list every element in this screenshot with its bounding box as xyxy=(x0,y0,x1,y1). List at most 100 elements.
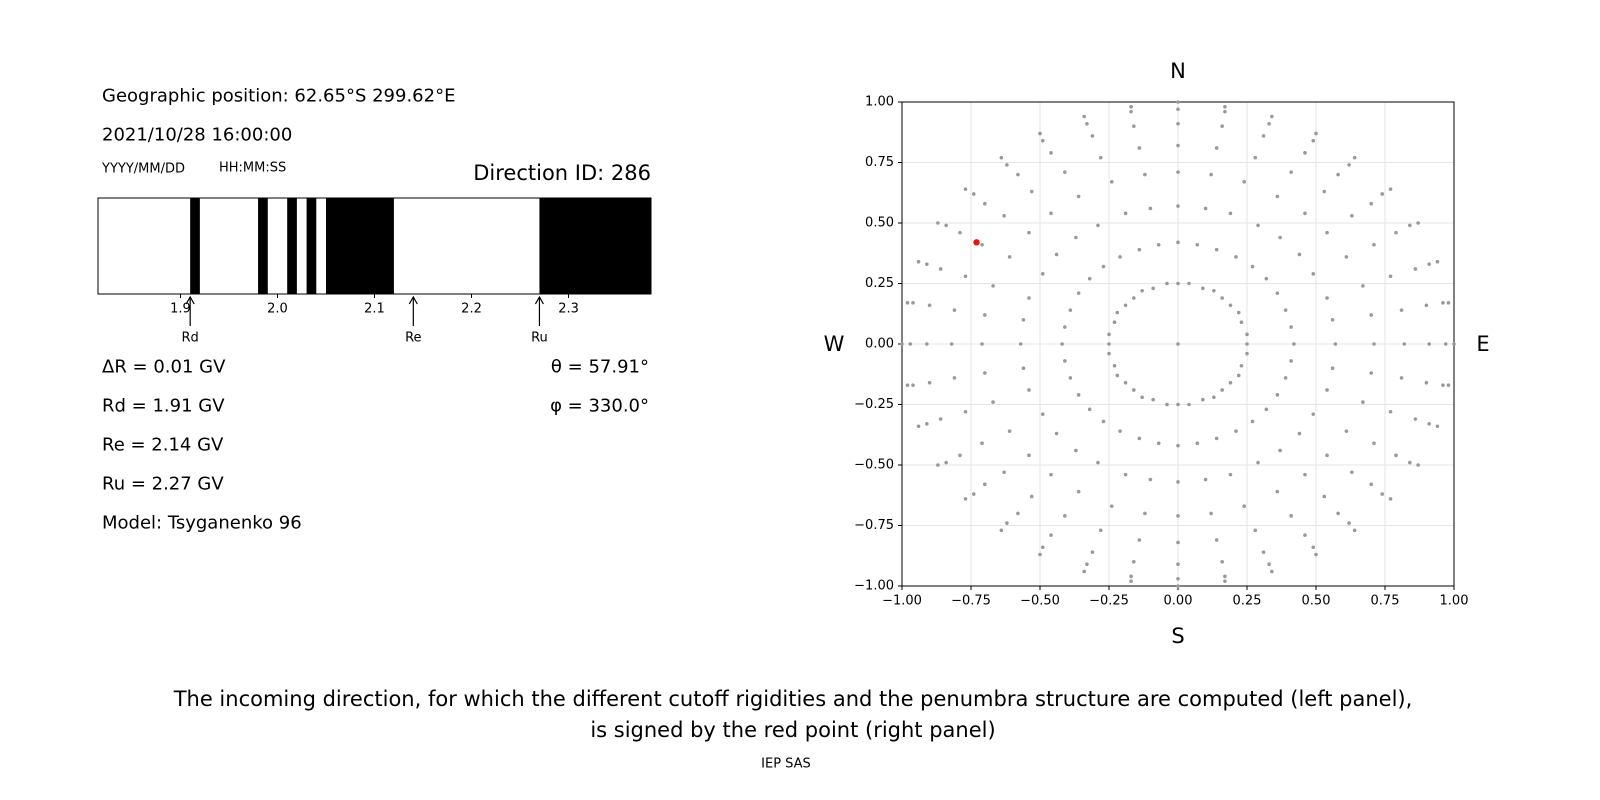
direction-point xyxy=(1289,170,1293,174)
direction-point xyxy=(1195,242,1200,247)
direction-point xyxy=(1220,560,1224,564)
direction-point xyxy=(1123,211,1128,216)
parameter: Ru = 2.27 GV xyxy=(102,474,224,495)
direction-point xyxy=(1060,342,1064,346)
direction-point xyxy=(1311,272,1316,276)
direction-point xyxy=(911,383,915,387)
direction-point xyxy=(936,463,940,467)
direction-point xyxy=(952,376,957,380)
direction-point xyxy=(1029,189,1034,194)
direction-point xyxy=(1140,395,1144,400)
direction-point xyxy=(1090,134,1095,138)
direction-point xyxy=(1027,453,1031,458)
direction-point xyxy=(952,308,957,312)
direction-point xyxy=(1347,163,1351,167)
direction-point xyxy=(1347,521,1351,525)
marker-arrowhead xyxy=(408,295,418,305)
direction-point xyxy=(938,267,943,271)
direction-point xyxy=(1115,310,1120,315)
x-tick-label: −0.75 xyxy=(951,594,991,609)
direction-point xyxy=(1369,371,1373,375)
compass-label: S xyxy=(1171,624,1184,648)
direction-point xyxy=(1109,180,1114,184)
direction-point xyxy=(1085,562,1089,567)
penumbra-band xyxy=(190,198,200,294)
direction-point xyxy=(1076,194,1081,199)
direction-point xyxy=(1424,303,1429,308)
direction-point xyxy=(1369,313,1373,317)
x-tick-label: 2.2 xyxy=(461,302,482,317)
parameter: Rd = 1.91 GV xyxy=(102,396,225,417)
y-tick-label: 1.00 xyxy=(865,95,894,110)
direction-point xyxy=(1049,472,1053,477)
direction-point xyxy=(1250,264,1255,269)
direction-point xyxy=(1361,284,1365,288)
x-tick-label: 0.25 xyxy=(1233,594,1262,609)
direction-point xyxy=(958,453,962,458)
direction-point xyxy=(1325,296,1329,300)
direction-point xyxy=(1297,431,1302,436)
direction-point xyxy=(1399,376,1404,380)
direction-point xyxy=(1441,301,1445,305)
direction-point xyxy=(925,342,929,346)
direction-point xyxy=(1176,240,1180,245)
marker-arrowhead xyxy=(534,295,544,305)
direction-point xyxy=(1151,397,1155,402)
direction-point xyxy=(1101,264,1106,269)
direction-point xyxy=(1096,460,1100,465)
y-tick-label: 0.25 xyxy=(865,276,894,291)
direction-point xyxy=(1388,497,1393,501)
y-tick-label: 0.75 xyxy=(865,155,894,170)
compass-label: E xyxy=(1476,332,1489,356)
direction-point xyxy=(1446,383,1451,387)
direction-point xyxy=(1242,180,1247,184)
direction-point xyxy=(1112,363,1117,368)
direction-point xyxy=(1336,511,1340,516)
direction-point xyxy=(925,422,929,426)
direction-point xyxy=(1007,255,1012,259)
direction-point xyxy=(1228,472,1233,477)
direction-point xyxy=(1242,504,1247,508)
marker-label: Re xyxy=(405,331,421,346)
direction-point xyxy=(1005,163,1009,167)
direction-point xyxy=(1123,380,1128,385)
direction-point xyxy=(1054,431,1059,436)
direction-point xyxy=(1416,221,1420,225)
y-tick-label: 0.00 xyxy=(865,337,894,352)
direction-point xyxy=(991,284,995,288)
direction-point xyxy=(1311,545,1316,550)
direction-point xyxy=(1314,552,1318,557)
direction-point xyxy=(1336,172,1340,177)
marker-label: Rd xyxy=(182,331,199,346)
direction-point xyxy=(1129,579,1133,583)
direction-point xyxy=(1220,388,1224,392)
x-tick-label: 0.75 xyxy=(1371,594,1400,609)
direction-point xyxy=(1261,134,1266,138)
direction-point xyxy=(1201,286,1205,291)
direction-point xyxy=(1027,296,1031,300)
direction-point xyxy=(1137,247,1142,252)
y-tick-label: 0.50 xyxy=(865,216,894,231)
direction-point xyxy=(1021,366,1026,371)
direction-point xyxy=(1132,560,1136,564)
direction-point xyxy=(1029,494,1034,499)
direction-point xyxy=(958,230,962,235)
direction-point xyxy=(1176,540,1180,545)
direction-point xyxy=(1054,252,1059,257)
direction-point xyxy=(1446,301,1451,305)
direction-point xyxy=(1275,393,1280,397)
direction-point xyxy=(980,242,984,247)
direction-point xyxy=(1372,441,1376,446)
penumbra-band xyxy=(325,198,394,294)
direction-point xyxy=(1352,528,1357,533)
direction-point xyxy=(916,259,921,264)
direction-point xyxy=(1040,412,1045,416)
direction-point xyxy=(1016,172,1020,177)
selected-direction xyxy=(973,239,980,246)
direction-point xyxy=(983,482,987,487)
direction-point xyxy=(1027,388,1031,392)
direction-point xyxy=(1176,204,1180,208)
direction-point xyxy=(1176,170,1180,174)
direction-point xyxy=(1049,533,1053,537)
